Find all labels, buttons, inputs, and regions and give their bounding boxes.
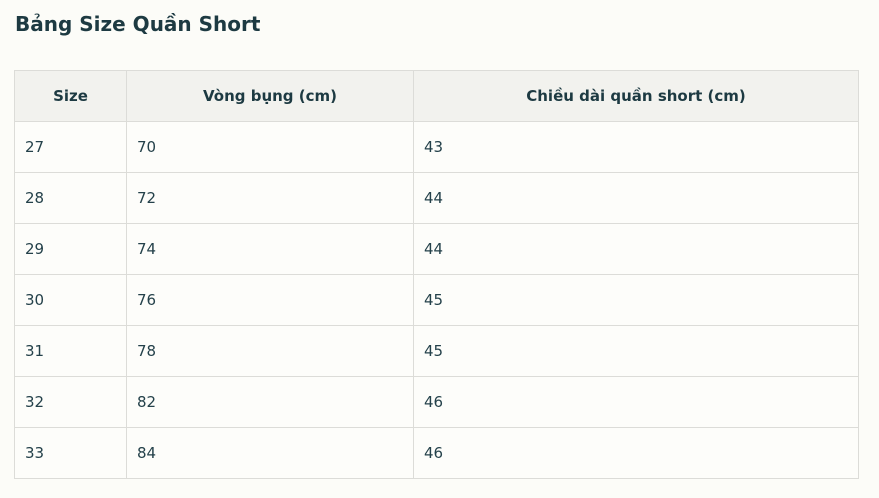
table-row: 32 82 46 (14, 376, 859, 428)
cell-waist: 78 (126, 325, 414, 377)
cell-length: 44 (413, 172, 859, 224)
header-row: Size Vòng bụng (cm) Chiều dài quần short… (14, 70, 859, 122)
cell-length: 44 (413, 223, 859, 275)
cell-waist: 70 (126, 121, 414, 173)
cell-length: 46 (413, 427, 859, 479)
cell-length: 46 (413, 376, 859, 428)
cell-waist: 76 (126, 274, 414, 326)
table-row: 31 78 45 (14, 325, 859, 377)
size-table: Size Vòng bụng (cm) Chiều dài quần short… (14, 70, 859, 479)
table-row: 30 76 45 (14, 274, 859, 326)
header-size: Size (14, 70, 127, 122)
table-row: 27 70 43 (14, 121, 859, 173)
cell-length: 45 (413, 325, 859, 377)
cell-size: 28 (14, 172, 127, 224)
cell-size: 32 (14, 376, 127, 428)
header-waist: Vòng bụng (cm) (126, 70, 414, 122)
header-length: Chiều dài quần short (cm) (413, 70, 859, 122)
cell-size: 29 (14, 223, 127, 275)
cell-waist: 84 (126, 427, 414, 479)
page-title: Bảng Size Quần Short (15, 12, 261, 36)
cell-length: 43 (413, 121, 859, 173)
cell-waist: 72 (126, 172, 414, 224)
table-body: 27 70 43 28 72 44 29 74 44 30 76 45 31 7… (14, 121, 859, 479)
table-row: 28 72 44 (14, 172, 859, 224)
cell-waist: 74 (126, 223, 414, 275)
cell-waist: 82 (126, 376, 414, 428)
cell-size: 27 (14, 121, 127, 173)
table-header: Size Vòng bụng (cm) Chiều dài quần short… (14, 70, 859, 122)
table-row: 33 84 46 (14, 427, 859, 479)
cell-size: 30 (14, 274, 127, 326)
table-row: 29 74 44 (14, 223, 859, 275)
cell-size: 31 (14, 325, 127, 377)
cell-size: 33 (14, 427, 127, 479)
cell-length: 45 (413, 274, 859, 326)
